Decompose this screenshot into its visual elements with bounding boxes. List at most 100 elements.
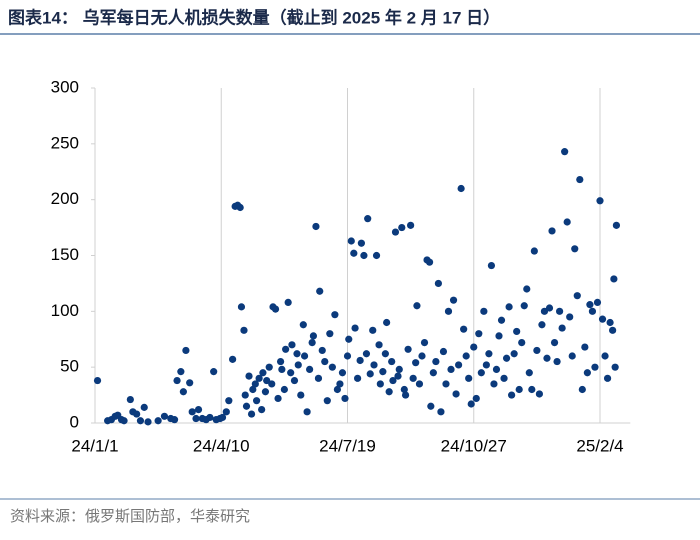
data-point: [404, 345, 412, 353]
data-point: [360, 251, 368, 260]
data-point: [606, 318, 614, 327]
data-point: [388, 357, 396, 366]
data-point: [274, 394, 282, 403]
data-point: [596, 197, 604, 205]
data-point: [556, 307, 564, 315]
data-point: [299, 321, 307, 329]
data-point: [369, 326, 377, 334]
data-point: [528, 385, 536, 394]
chart-title: 图表14： 乌军每日无人机损失数量（截止到 2025 年 2 月 17 日）: [8, 7, 500, 27]
data-point: [364, 215, 372, 223]
data-point: [229, 355, 237, 363]
data-point: [350, 249, 358, 257]
data-point: [144, 418, 152, 426]
data-point: [462, 352, 470, 360]
data-point: [573, 292, 581, 300]
data-point: [432, 357, 440, 366]
data-point: [362, 350, 371, 358]
x-tick-label: 24/1/1: [71, 436, 118, 455]
data-point: [268, 380, 276, 388]
data-point: [357, 239, 365, 247]
data-point: [467, 400, 475, 408]
data-point: [518, 339, 526, 347]
data-point: [398, 223, 406, 232]
data-point: [154, 417, 162, 425]
data-point: [429, 369, 437, 377]
data-point: [173, 376, 181, 385]
y-tick-label: 100: [51, 301, 79, 320]
data-point: [356, 356, 364, 365]
y-tick-label: 50: [60, 357, 79, 376]
data-point: [520, 302, 528, 310]
data-point: [418, 352, 426, 360]
data-point: [457, 184, 465, 193]
data-point: [290, 376, 299, 385]
data-point: [612, 221, 621, 229]
data-point: [126, 395, 134, 404]
data-point: [455, 361, 463, 369]
data-point: [505, 303, 513, 311]
data-point: [284, 298, 292, 306]
data-point: [236, 203, 244, 212]
data-point: [133, 410, 141, 418]
data-point: [381, 350, 389, 358]
data-point: [480, 307, 488, 315]
data-point: [477, 369, 485, 377]
data-point: [293, 350, 301, 358]
data-point: [177, 368, 185, 376]
data-point: [303, 408, 311, 416]
data-point: [492, 365, 501, 373]
data-point: [525, 369, 533, 377]
data-point: [331, 311, 339, 319]
data-point: [475, 330, 483, 338]
data-point: [251, 380, 259, 388]
data-point: [280, 385, 288, 394]
data-point: [533, 346, 541, 355]
data-point: [500, 374, 508, 382]
data-point: [401, 391, 410, 399]
x-tick-label: 25/2/4: [576, 436, 623, 455]
data-point: [160, 412, 169, 420]
data-point: [294, 361, 302, 369]
data-point: [210, 368, 218, 376]
data-point: [425, 258, 434, 266]
data-point: [338, 369, 347, 377]
data-point: [225, 397, 233, 405]
data-point: [611, 363, 619, 371]
data-point: [561, 148, 569, 156]
data-point: [247, 410, 256, 418]
data-point: [341, 394, 349, 403]
data-point: [323, 397, 331, 405]
y-tick-label: 0: [70, 412, 79, 431]
data-point: [598, 315, 607, 323]
data-point: [343, 352, 352, 360]
data-point: [510, 350, 518, 358]
data-point: [400, 385, 408, 394]
data-point: [391, 228, 400, 236]
data-point: [545, 304, 554, 312]
data-point: [316, 287, 324, 295]
y-tick-label: 250: [51, 133, 79, 152]
data-point: [194, 406, 203, 414]
data-point: [379, 368, 387, 376]
data-point: [287, 369, 295, 377]
data-point: [550, 339, 559, 347]
data-point: [170, 416, 179, 424]
data-point: [242, 402, 251, 410]
data-point: [370, 361, 378, 369]
data-point: [497, 316, 506, 324]
data-point: [465, 374, 473, 382]
data-point: [452, 390, 460, 398]
data-point: [502, 354, 511, 362]
data-point: [558, 324, 566, 332]
data-point: [515, 385, 523, 394]
data-point: [376, 380, 384, 388]
data-point: [412, 359, 420, 367]
data-point: [385, 388, 393, 396]
data-point: [540, 307, 549, 315]
data-point: [472, 394, 480, 403]
data-point: [276, 357, 285, 366]
y-tick-label: 200: [51, 189, 79, 208]
data-point: [442, 380, 450, 388]
data-point: [420, 339, 429, 347]
